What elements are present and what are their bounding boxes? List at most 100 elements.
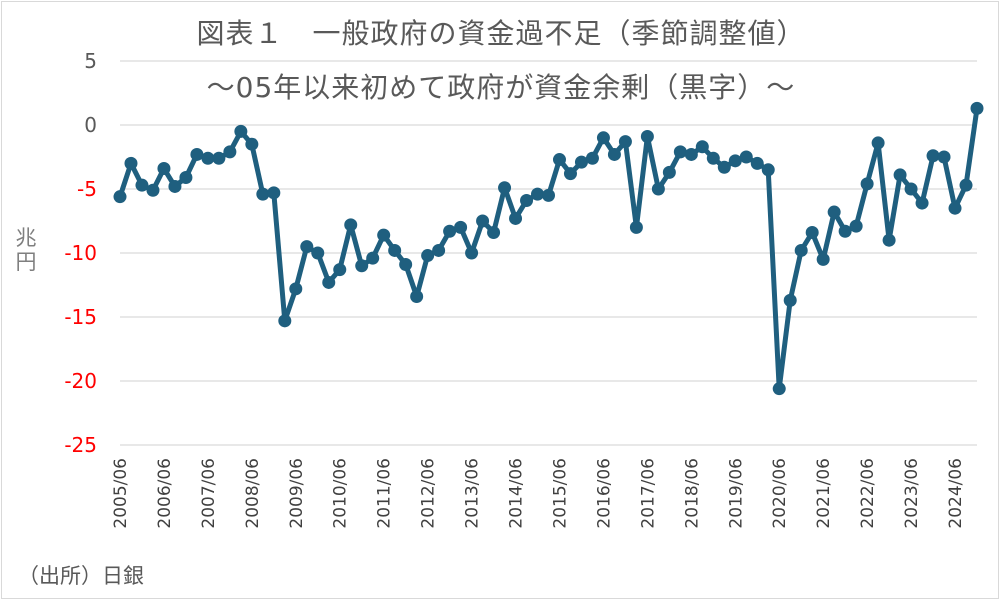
data-point bbox=[333, 263, 347, 277]
data-point bbox=[311, 246, 325, 260]
data-point bbox=[509, 211, 523, 225]
data-point bbox=[190, 147, 204, 161]
data-point bbox=[783, 293, 797, 307]
x-tick-label: 2015/06 bbox=[550, 458, 570, 529]
data-point bbox=[596, 131, 610, 145]
data-point bbox=[399, 258, 413, 272]
data-point bbox=[640, 130, 654, 144]
data-point bbox=[135, 178, 149, 192]
x-tick-label: 2016/06 bbox=[594, 458, 614, 529]
data-point bbox=[574, 155, 588, 169]
data-point bbox=[772, 382, 786, 396]
data-point bbox=[179, 170, 193, 184]
data-point bbox=[157, 162, 171, 176]
data-point bbox=[245, 137, 259, 151]
x-tick-label: 2019/06 bbox=[726, 458, 746, 529]
data-point bbox=[629, 220, 643, 234]
data-point bbox=[750, 156, 764, 170]
data-point bbox=[410, 290, 424, 304]
data-point bbox=[805, 226, 819, 240]
data-point bbox=[794, 243, 808, 257]
data-point bbox=[542, 188, 555, 202]
x-tick-label: 2007/06 bbox=[199, 458, 219, 529]
x-tick-label: 2005/06 bbox=[111, 458, 131, 529]
data-point bbox=[388, 243, 402, 257]
x-tick-label: 2023/06 bbox=[902, 458, 922, 529]
x-tick-label: 2013/06 bbox=[463, 458, 483, 529]
data-point bbox=[618, 135, 632, 149]
data-point bbox=[201, 151, 215, 165]
data-point bbox=[355, 259, 369, 273]
data-point bbox=[289, 282, 303, 296]
data-point bbox=[322, 275, 336, 289]
data-point bbox=[849, 219, 863, 233]
data-point bbox=[607, 147, 621, 161]
x-tick-label: 2014/06 bbox=[507, 458, 527, 529]
data-point bbox=[531, 187, 545, 201]
data-point bbox=[684, 147, 698, 161]
data-point bbox=[948, 201, 962, 215]
data-point bbox=[706, 151, 720, 165]
data-point bbox=[926, 149, 940, 163]
series-line bbox=[117, 105, 980, 392]
data-point bbox=[838, 224, 852, 238]
data-point bbox=[585, 151, 599, 165]
x-tick-label: 2012/06 bbox=[419, 458, 439, 529]
data-point bbox=[256, 187, 270, 201]
data-point bbox=[278, 314, 292, 328]
x-tick-label: 2020/06 bbox=[770, 458, 790, 529]
y-axis-label: 兆円 bbox=[15, 226, 37, 274]
data-point bbox=[695, 140, 709, 154]
data-point bbox=[300, 240, 314, 254]
x-tick-label: 2010/06 bbox=[331, 458, 351, 529]
data-point bbox=[893, 168, 907, 182]
data-point bbox=[816, 252, 830, 266]
y-tick-label: -25 bbox=[64, 433, 97, 457]
data-point bbox=[476, 214, 490, 228]
data-point bbox=[344, 218, 358, 232]
data-point bbox=[673, 145, 687, 159]
data-point bbox=[146, 183, 160, 197]
y-tick-label: 5 bbox=[84, 49, 97, 73]
x-tick-label: 2009/06 bbox=[287, 458, 307, 529]
y-tick-label: -15 bbox=[64, 305, 97, 329]
data-point bbox=[432, 243, 446, 257]
y-tick-label: -20 bbox=[64, 369, 97, 393]
data-point bbox=[377, 228, 391, 242]
data-point bbox=[739, 150, 753, 164]
data-point bbox=[860, 177, 874, 191]
x-tick-label: 2022/06 bbox=[858, 458, 878, 529]
data-point bbox=[563, 167, 577, 181]
chart-subtitle: ～05年以来初めて政府が資金余剰（黒字）～ bbox=[206, 71, 796, 104]
data-point bbox=[728, 154, 742, 168]
data-point bbox=[959, 178, 973, 192]
x-tick-label: 2018/06 bbox=[682, 458, 702, 529]
x-tick-label: 2006/06 bbox=[155, 458, 175, 529]
data-point bbox=[366, 251, 380, 265]
x-tick-label: 2017/06 bbox=[638, 458, 658, 529]
data-point bbox=[212, 151, 226, 165]
data-point bbox=[871, 136, 885, 150]
data-point bbox=[651, 182, 665, 196]
data-point bbox=[662, 165, 676, 179]
chart-title: 図表１ 一般政府の資金過不足（季節調整値） bbox=[196, 17, 806, 50]
data-point bbox=[882, 233, 896, 247]
x-tick-label: 2024/06 bbox=[946, 458, 966, 529]
y-tick-label: -10 bbox=[64, 241, 97, 265]
data-point bbox=[937, 150, 951, 164]
data-point bbox=[827, 205, 841, 219]
data-point bbox=[552, 153, 566, 167]
data-point bbox=[498, 181, 512, 195]
y-tick-label: -5 bbox=[77, 177, 97, 201]
data-point bbox=[168, 179, 182, 193]
x-tick-label: 2011/06 bbox=[375, 458, 395, 529]
data-point bbox=[421, 249, 435, 263]
data-point bbox=[717, 160, 731, 174]
data-point bbox=[113, 190, 127, 204]
data-point bbox=[454, 220, 468, 234]
data-point bbox=[904, 182, 918, 196]
source-note: （出所）日銀 bbox=[18, 564, 144, 588]
data-point bbox=[234, 124, 248, 138]
